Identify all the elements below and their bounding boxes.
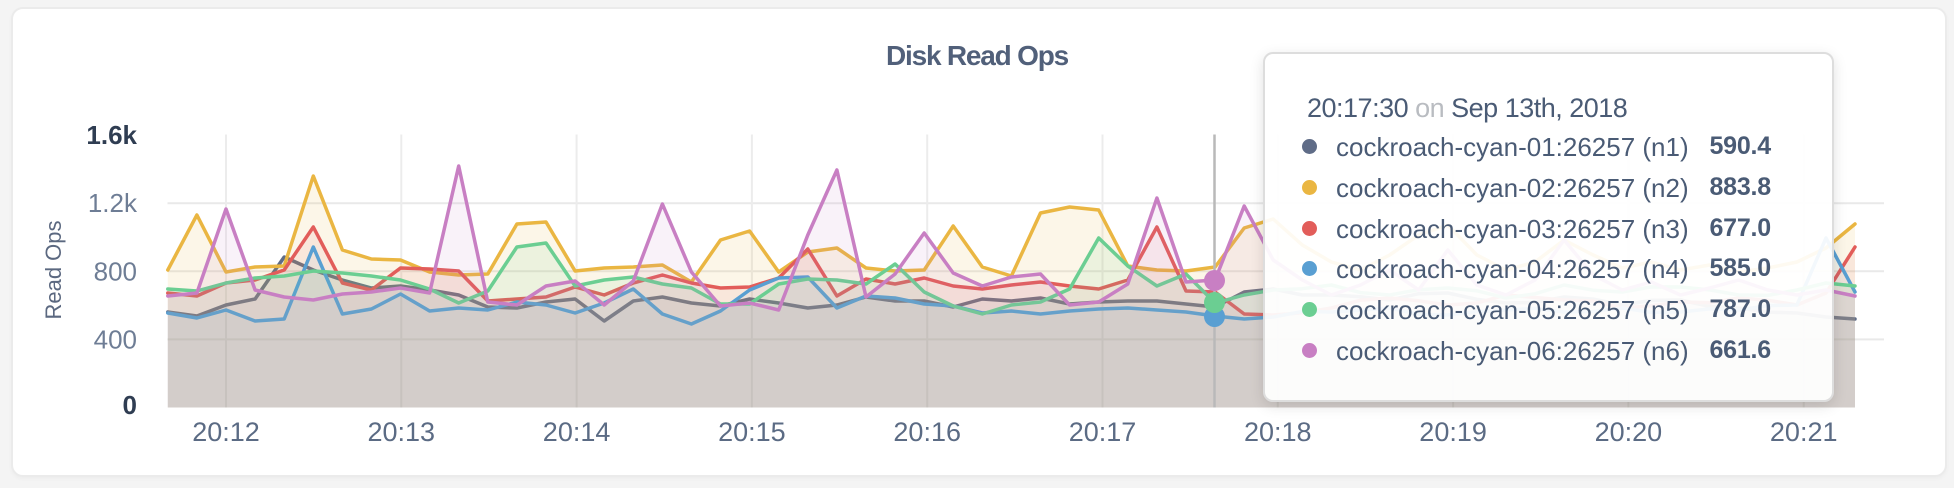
svg-text:20:13: 20:13 <box>368 417 436 447</box>
svg-text:20:12: 20:12 <box>192 417 260 447</box>
svg-text:20:21: 20:21 <box>1770 417 1838 447</box>
svg-text:400: 400 <box>94 324 137 354</box>
svg-text:0: 0 <box>123 390 137 420</box>
svg-text:Read Ops: Read Ops <box>41 220 66 319</box>
svg-text:20:19: 20:19 <box>1419 417 1487 447</box>
svg-text:20:16: 20:16 <box>893 417 961 447</box>
svg-text:20:15: 20:15 <box>718 417 786 447</box>
svg-text:1.2k: 1.2k <box>88 188 138 218</box>
svg-text:20:14: 20:14 <box>543 417 611 447</box>
svg-text:20:17: 20:17 <box>1069 417 1137 447</box>
svg-text:20:20: 20:20 <box>1595 417 1663 447</box>
svg-text:1.6k: 1.6k <box>86 120 137 150</box>
svg-text:800: 800 <box>94 256 137 286</box>
svg-text:20:18: 20:18 <box>1244 417 1312 447</box>
